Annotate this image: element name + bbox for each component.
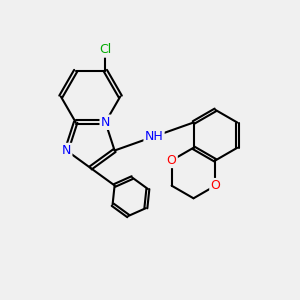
Text: Cl: Cl [99, 44, 112, 56]
Text: N: N [62, 144, 71, 157]
Text: NH: NH [145, 130, 164, 143]
Text: N: N [101, 116, 110, 129]
Text: O: O [167, 154, 177, 167]
Text: O: O [211, 179, 220, 192]
